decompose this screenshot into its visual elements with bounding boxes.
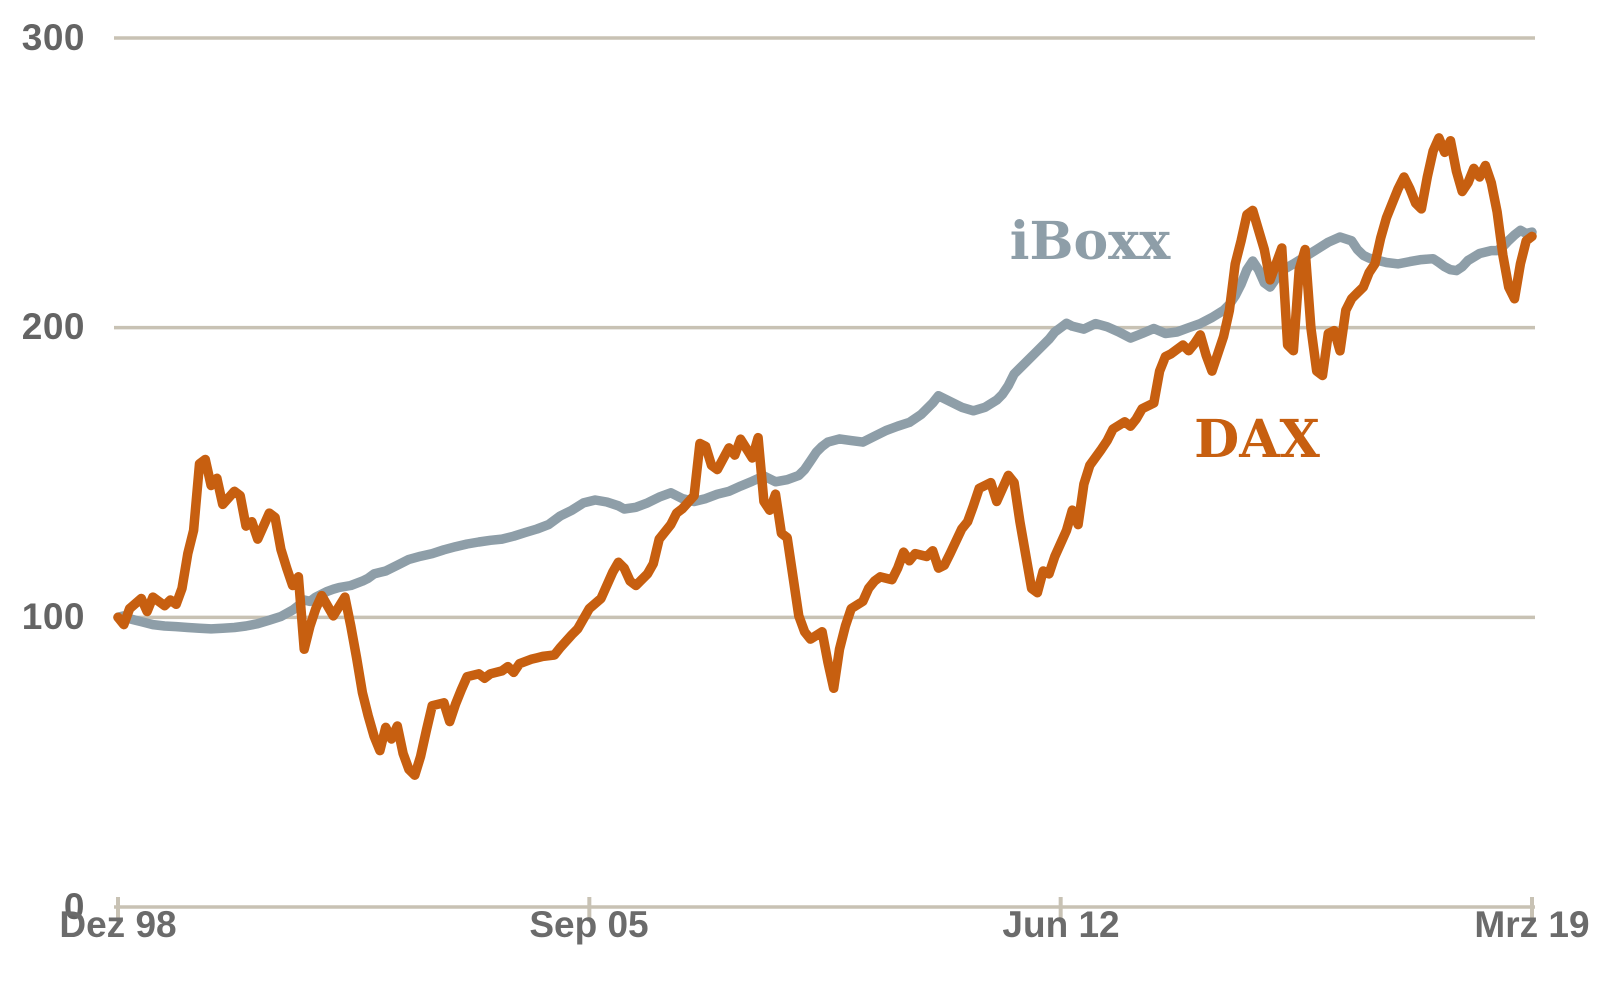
y-axis-tick-label-0: 0 [63, 886, 85, 927]
series-label-iboxx: iBoxx [1009, 211, 1171, 272]
x-axis-tick-label-mrz19: Mrz 19 [1474, 904, 1590, 945]
series-label-dax: DAX [1194, 409, 1320, 470]
series-line-dax [113, 133, 1537, 780]
y-axis-tick-label-200: 200 [21, 306, 85, 347]
series-line-iboxx [113, 225, 1537, 634]
x-axis-tick-label-dez98: Dez 98 [59, 904, 177, 945]
y-axis-tick-label-100: 100 [21, 596, 85, 637]
x-axis-tick-label-jun12: Jun 12 [1002, 904, 1120, 945]
x-axis-tick-label-sep05: Sep 05 [529, 904, 649, 945]
y-axis-tick-label-300: 300 [21, 17, 85, 58]
